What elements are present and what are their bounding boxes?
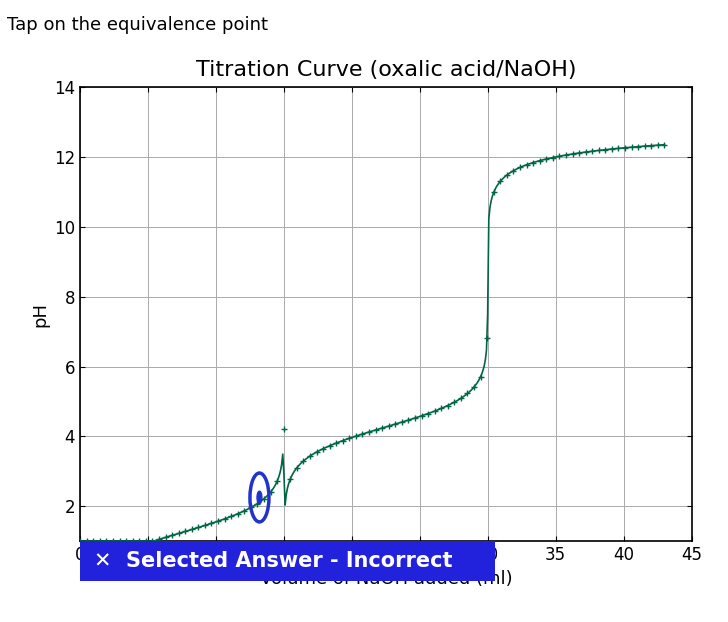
Text: Tap on the equivalence point: Tap on the equivalence point [7, 16, 269, 34]
Circle shape [257, 491, 262, 504]
X-axis label: Volume of NaOH added (ml): Volume of NaOH added (ml) [259, 570, 513, 588]
Y-axis label: pH: pH [32, 302, 50, 327]
Text: ✕  Selected Answer - Incorrect: ✕ Selected Answer - Incorrect [94, 551, 452, 571]
Title: Titration Curve (oxalic acid/NaOH): Titration Curve (oxalic acid/NaOH) [196, 60, 576, 80]
FancyBboxPatch shape [80, 541, 494, 582]
